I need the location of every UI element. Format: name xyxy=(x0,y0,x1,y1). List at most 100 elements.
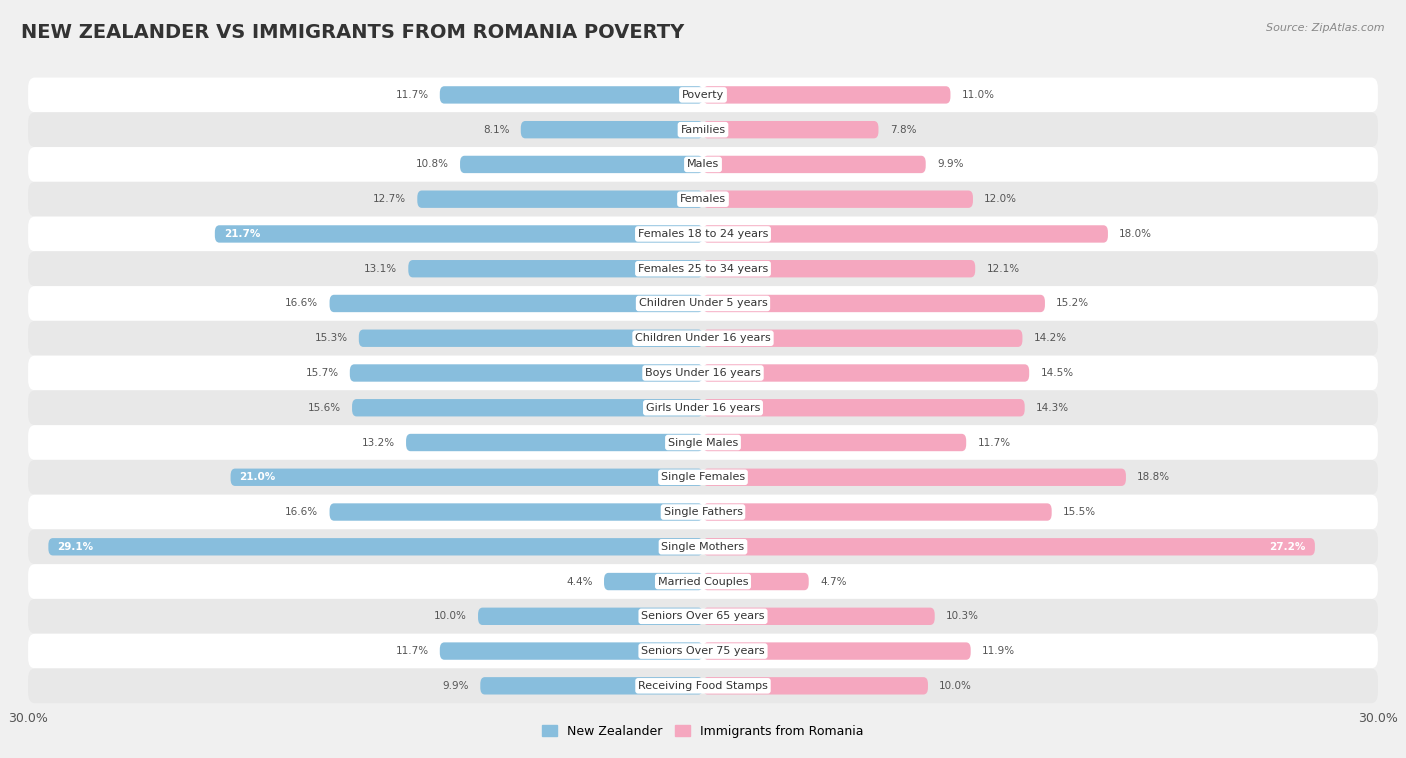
FancyBboxPatch shape xyxy=(329,503,703,521)
FancyBboxPatch shape xyxy=(520,121,703,139)
FancyBboxPatch shape xyxy=(703,468,1126,486)
FancyBboxPatch shape xyxy=(359,330,703,347)
FancyBboxPatch shape xyxy=(703,608,935,625)
Text: 16.6%: 16.6% xyxy=(285,299,318,309)
Text: Children Under 16 years: Children Under 16 years xyxy=(636,334,770,343)
Text: Poverty: Poverty xyxy=(682,90,724,100)
Text: Single Males: Single Males xyxy=(668,437,738,447)
FancyBboxPatch shape xyxy=(231,468,703,486)
FancyBboxPatch shape xyxy=(329,295,703,312)
Text: 14.2%: 14.2% xyxy=(1033,334,1067,343)
FancyBboxPatch shape xyxy=(703,434,966,451)
Text: Source: ZipAtlas.com: Source: ZipAtlas.com xyxy=(1267,23,1385,33)
Text: 4.7%: 4.7% xyxy=(820,577,846,587)
Text: Single Fathers: Single Fathers xyxy=(664,507,742,517)
FancyBboxPatch shape xyxy=(28,390,1378,425)
Text: 12.7%: 12.7% xyxy=(373,194,406,204)
FancyBboxPatch shape xyxy=(215,225,703,243)
FancyBboxPatch shape xyxy=(28,564,1378,599)
FancyBboxPatch shape xyxy=(28,182,1378,217)
Text: 16.6%: 16.6% xyxy=(285,507,318,517)
FancyBboxPatch shape xyxy=(28,425,1378,460)
Text: 15.3%: 15.3% xyxy=(315,334,347,343)
Text: Girls Under 16 years: Girls Under 16 years xyxy=(645,402,761,413)
Text: 11.9%: 11.9% xyxy=(981,646,1015,656)
FancyBboxPatch shape xyxy=(28,147,1378,182)
FancyBboxPatch shape xyxy=(28,460,1378,495)
FancyBboxPatch shape xyxy=(28,599,1378,634)
Text: 15.6%: 15.6% xyxy=(308,402,340,413)
Text: 12.1%: 12.1% xyxy=(987,264,1019,274)
Text: 10.0%: 10.0% xyxy=(434,611,467,622)
FancyBboxPatch shape xyxy=(703,190,973,208)
FancyBboxPatch shape xyxy=(703,86,950,104)
FancyBboxPatch shape xyxy=(440,86,703,104)
Text: Families: Families xyxy=(681,124,725,135)
Text: Females: Females xyxy=(681,194,725,204)
FancyBboxPatch shape xyxy=(481,677,703,694)
FancyBboxPatch shape xyxy=(28,669,1378,703)
FancyBboxPatch shape xyxy=(28,217,1378,252)
FancyBboxPatch shape xyxy=(28,252,1378,286)
FancyBboxPatch shape xyxy=(28,356,1378,390)
FancyBboxPatch shape xyxy=(703,642,970,659)
FancyBboxPatch shape xyxy=(703,677,928,694)
FancyBboxPatch shape xyxy=(605,573,703,590)
FancyBboxPatch shape xyxy=(350,365,703,382)
Text: 10.0%: 10.0% xyxy=(939,681,972,691)
FancyBboxPatch shape xyxy=(703,573,808,590)
Text: 15.5%: 15.5% xyxy=(1063,507,1097,517)
FancyBboxPatch shape xyxy=(703,295,1045,312)
Text: 11.7%: 11.7% xyxy=(395,90,429,100)
Text: 29.1%: 29.1% xyxy=(58,542,93,552)
Text: Seniors Over 65 years: Seniors Over 65 years xyxy=(641,611,765,622)
FancyBboxPatch shape xyxy=(406,434,703,451)
Legend: New Zealander, Immigrants from Romania: New Zealander, Immigrants from Romania xyxy=(537,720,869,743)
Text: 10.8%: 10.8% xyxy=(416,159,449,170)
Text: NEW ZEALANDER VS IMMIGRANTS FROM ROMANIA POVERTY: NEW ZEALANDER VS IMMIGRANTS FROM ROMANIA… xyxy=(21,23,685,42)
Text: Single Mothers: Single Mothers xyxy=(661,542,745,552)
FancyBboxPatch shape xyxy=(408,260,703,277)
Text: 13.1%: 13.1% xyxy=(364,264,396,274)
Text: 27.2%: 27.2% xyxy=(1270,542,1306,552)
Text: Seniors Over 75 years: Seniors Over 75 years xyxy=(641,646,765,656)
Text: 7.8%: 7.8% xyxy=(890,124,917,135)
Text: 21.0%: 21.0% xyxy=(239,472,276,482)
Text: 11.7%: 11.7% xyxy=(395,646,429,656)
Text: Females 18 to 24 years: Females 18 to 24 years xyxy=(638,229,768,239)
Text: 4.4%: 4.4% xyxy=(567,577,593,587)
FancyBboxPatch shape xyxy=(703,399,1025,416)
FancyBboxPatch shape xyxy=(478,608,703,625)
FancyBboxPatch shape xyxy=(703,503,1052,521)
FancyBboxPatch shape xyxy=(28,286,1378,321)
Text: Single Females: Single Females xyxy=(661,472,745,482)
Text: Married Couples: Married Couples xyxy=(658,577,748,587)
Text: Males: Males xyxy=(688,159,718,170)
Text: 10.3%: 10.3% xyxy=(946,611,979,622)
Text: 15.2%: 15.2% xyxy=(1056,299,1090,309)
FancyBboxPatch shape xyxy=(28,77,1378,112)
Text: 18.8%: 18.8% xyxy=(1137,472,1170,482)
FancyBboxPatch shape xyxy=(703,121,879,139)
Text: 15.7%: 15.7% xyxy=(305,368,339,378)
FancyBboxPatch shape xyxy=(418,190,703,208)
Text: 14.3%: 14.3% xyxy=(1036,402,1069,413)
FancyBboxPatch shape xyxy=(703,330,1022,347)
Text: 11.0%: 11.0% xyxy=(962,90,994,100)
FancyBboxPatch shape xyxy=(703,260,976,277)
FancyBboxPatch shape xyxy=(28,321,1378,356)
Text: 11.7%: 11.7% xyxy=(977,437,1011,447)
Text: 21.7%: 21.7% xyxy=(224,229,260,239)
FancyBboxPatch shape xyxy=(703,365,1029,382)
Text: 18.0%: 18.0% xyxy=(1119,229,1152,239)
FancyBboxPatch shape xyxy=(28,529,1378,564)
Text: Children Under 5 years: Children Under 5 years xyxy=(638,299,768,309)
FancyBboxPatch shape xyxy=(28,634,1378,669)
Text: Females 25 to 34 years: Females 25 to 34 years xyxy=(638,264,768,274)
Text: 9.9%: 9.9% xyxy=(936,159,963,170)
FancyBboxPatch shape xyxy=(460,155,703,173)
Text: 9.9%: 9.9% xyxy=(443,681,470,691)
Text: 14.5%: 14.5% xyxy=(1040,368,1074,378)
Text: Receiving Food Stamps: Receiving Food Stamps xyxy=(638,681,768,691)
FancyBboxPatch shape xyxy=(703,155,925,173)
